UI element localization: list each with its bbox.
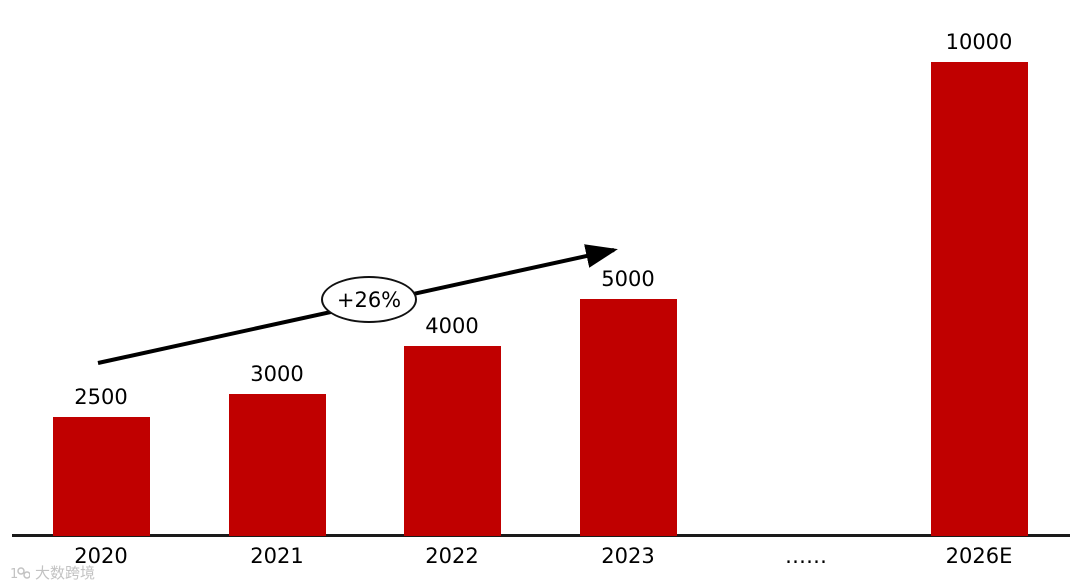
value-label: 2500 (74, 385, 128, 409)
bar-2021 (228, 394, 326, 536)
bar-2020 (52, 417, 150, 536)
value-label: 4000 (425, 314, 479, 338)
watermark: 1 大数跨境 (10, 562, 95, 583)
growth-rate-label: +26% (336, 287, 402, 312)
x-axis-label: 2020 (74, 544, 128, 568)
value-label: 3000 (250, 362, 304, 386)
x-axis-label: 2023 (601, 544, 655, 568)
x-axis-label: …… (785, 544, 827, 568)
bar-2023 (579, 299, 677, 536)
x-axis-label: 2026E (945, 544, 1013, 568)
x-axis-label: 2022 (425, 544, 479, 568)
watermark-text: 大数跨境 (35, 564, 96, 582)
bar-2022 (403, 346, 501, 536)
x-axis-label: 2021 (250, 544, 304, 568)
svg-text:1: 1 (10, 567, 18, 582)
value-label: 5000 (601, 267, 655, 291)
growth-rate-badge: +26% (321, 276, 417, 323)
watermark-logo-icon: 1 (10, 563, 30, 583)
bar-2026E (930, 62, 1028, 536)
x-axis-line (12, 534, 1070, 537)
value-label: 10000 (945, 30, 1013, 54)
